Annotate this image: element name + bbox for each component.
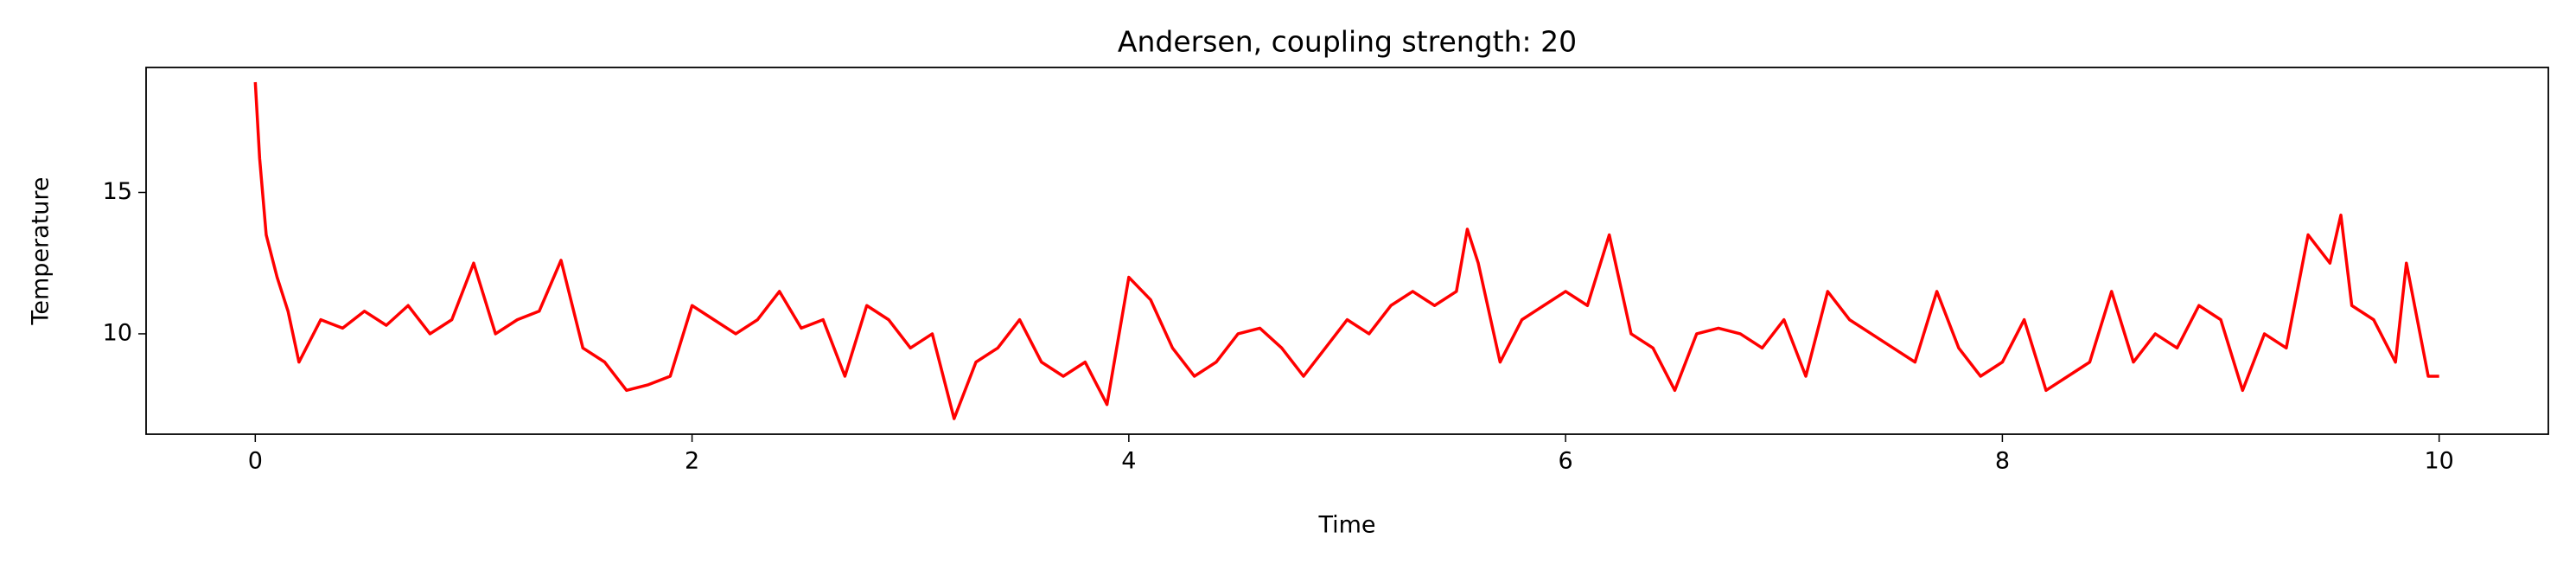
x-tick-label: 8 xyxy=(1995,448,2010,475)
series-line xyxy=(253,81,2439,420)
y-tick-label: 15 xyxy=(103,178,132,205)
x-tick-label: 0 xyxy=(248,448,263,475)
x-axis-label: Time xyxy=(1317,512,1375,539)
x-tick-label: 2 xyxy=(685,448,699,475)
x-tick-label: 10 xyxy=(2425,448,2454,475)
y-tick-label: 10 xyxy=(103,319,132,346)
plot-frame xyxy=(145,67,2549,435)
chart-title: Andersen, coupling strength: 20 xyxy=(1118,25,1577,59)
x-tick-label: 6 xyxy=(1559,448,1573,475)
x-tick-label: 4 xyxy=(1121,448,1136,475)
y-axis-label: Temperature xyxy=(28,176,54,325)
